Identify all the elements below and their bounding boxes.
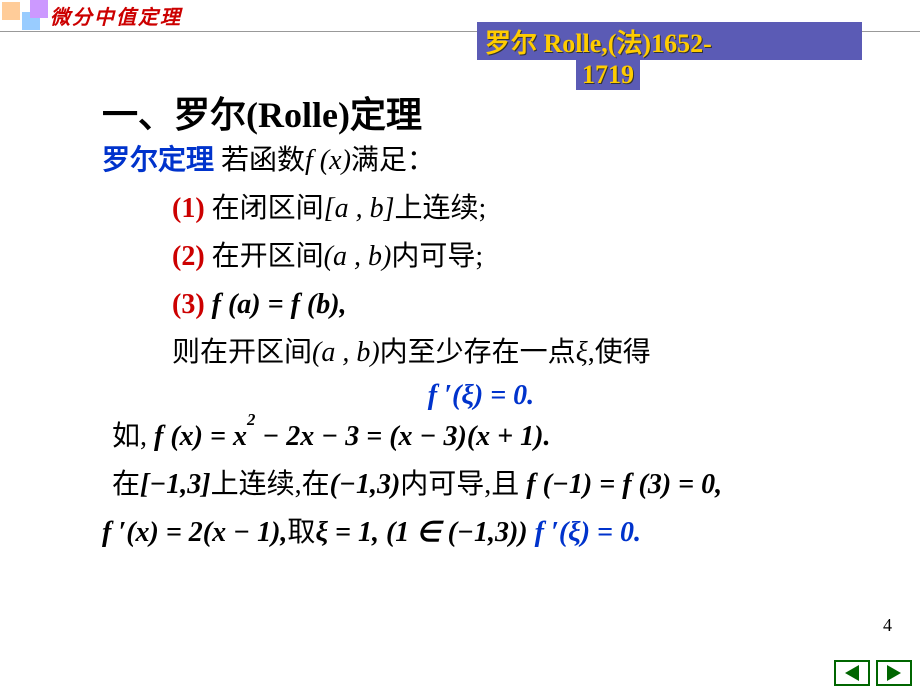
c2-num: (2)	[172, 241, 205, 272]
intro-pre: 若函数	[214, 145, 305, 176]
theorem-name: 罗尔定理	[102, 145, 214, 176]
ex-l3-eq1: f ′(x) = 2(x − 1),	[102, 517, 287, 548]
section-title: 一、罗尔(Rolle)定理	[102, 86, 422, 138]
c2-pre: 在开区间	[205, 241, 324, 272]
arrow-right-icon	[887, 665, 901, 681]
c1-num: (1)	[172, 193, 205, 224]
condition-2: (2) 在开区间(a , b)内可导;	[102, 236, 860, 278]
ex-l1-pre: 如,	[112, 421, 154, 452]
ex-l2-pre: 在	[112, 469, 140, 500]
intro-fx: f (x)	[305, 145, 351, 176]
logo-icon	[0, 0, 50, 32]
concl-xi: ξ	[576, 337, 588, 368]
c3-num: (3)	[172, 289, 205, 320]
c2-int: (a , b)	[324, 241, 392, 272]
concl-post: ,使得	[588, 337, 651, 368]
arrow-left-icon	[845, 665, 859, 681]
condition-1: (1) 在闭区间[a , b]上连续;	[102, 188, 860, 230]
ex-l3-eq2: ξ = 1, (1 ∈ (−1,3))	[315, 517, 534, 548]
c2-post: 内可导;	[391, 241, 483, 272]
nav-footer	[834, 660, 912, 686]
theorem-result: f ′(ξ) = 0.	[102, 380, 860, 412]
ex-l1-rest: − 2x − 3 = (x − 3)(x + 1).	[255, 421, 550, 452]
header-title: 微分中值定理	[50, 1, 182, 30]
condition-3: (3) f (a) = f (b),	[102, 284, 860, 326]
concl-mid: 内至少存在一点	[380, 337, 576, 368]
ex-l2-int1: [−1,3]	[140, 469, 211, 500]
example-line-3: f ′(x) = 2(x − 1),取ξ = 1, (1 ∈ (−1,3)) f…	[102, 512, 860, 554]
page-number: 4	[883, 615, 892, 636]
c1-pre: 在闭区间	[205, 193, 324, 224]
c3-eq: f (a) = f (b),	[205, 289, 347, 320]
intro-post: 满足：	[351, 145, 435, 176]
ex-l3-result: f ′(ξ) = 0.	[535, 517, 641, 548]
ex-l2-mid1: 上连续,在	[211, 469, 330, 500]
banner-text-1: 罗尔 Rolle,(法)1652-	[485, 23, 712, 60]
c1-int: [a , b]	[324, 193, 395, 224]
ex-l1-eq: f (x) = x	[154, 421, 247, 452]
example-line-1: 如, f (x) = x2 − 2x − 3 = (x − 3)(x + 1).	[102, 416, 860, 458]
content-area: 罗尔定理 若函数f (x)满足： (1) 在闭区间[a , b]上连续; (2)…	[102, 140, 860, 560]
conclusion-line: 则在开区间(a , b)内至少存在一点ξ,使得	[102, 332, 860, 374]
result-eq: f ′(ξ) = 0.	[428, 380, 534, 411]
prev-button[interactable]	[834, 660, 870, 686]
ex-l2-eq: f (−1) = f (3) = 0,	[526, 469, 722, 500]
c1-post: 上连续;	[394, 193, 486, 224]
example-line-2: 在[−1,3]上连续,在(−1,3)内可导,且 f (−1) = f (3) =…	[102, 464, 860, 506]
banner-text-2: 1719	[576, 60, 640, 90]
concl-int: (a , b)	[312, 337, 380, 368]
concl-pre: 则在开区间	[172, 337, 312, 368]
next-button[interactable]	[876, 660, 912, 686]
rolle-banner: 罗尔 Rolle,(法)1652-	[477, 22, 862, 60]
ex-l3-mid: 取	[287, 517, 315, 548]
ex-l1-sup: 2	[247, 410, 255, 429]
theorem-intro: 罗尔定理 若函数f (x)满足：	[102, 140, 860, 182]
ex-l2-int2: (−1,3)	[330, 469, 401, 500]
ex-l2-mid2: 内可导,且	[400, 469, 526, 500]
